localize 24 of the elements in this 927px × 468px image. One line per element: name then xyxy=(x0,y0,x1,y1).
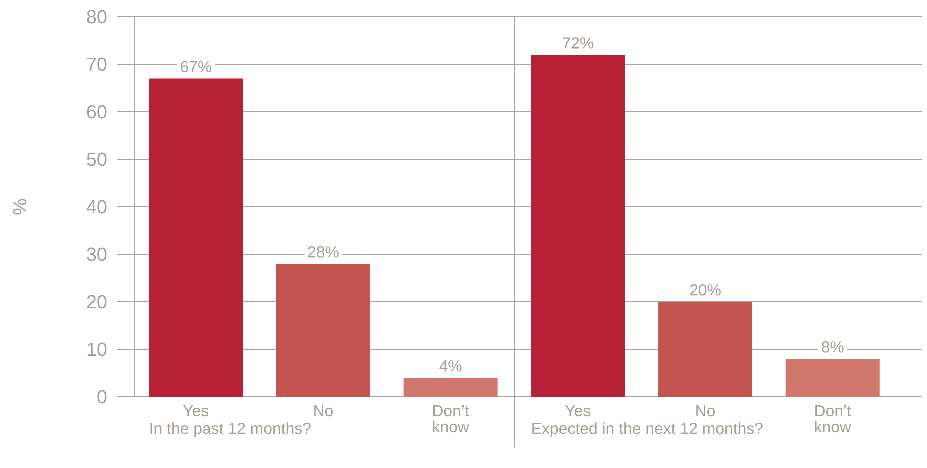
data-label: 72% xyxy=(563,38,594,49)
text: Expected in the next 12 months? xyxy=(532,422,763,438)
text: In the past 12 months? xyxy=(150,422,311,438)
data-label: 20% xyxy=(690,284,721,296)
x-tick-label: Yes xyxy=(183,406,209,417)
data-label: 28% xyxy=(308,246,339,258)
y-tick-label: 80 xyxy=(87,10,107,24)
x-tick-label: No xyxy=(314,406,333,417)
data-label: 67% xyxy=(180,61,212,73)
y-tick-label: 20 xyxy=(87,295,107,309)
x-tick-label: Don’t know xyxy=(815,406,852,433)
data-label: 8% xyxy=(822,342,844,353)
y-tick-label: 70 xyxy=(87,58,107,72)
y-tick-label: 30 xyxy=(87,248,107,262)
x-tick-label: Don’t know xyxy=(433,406,470,433)
y-tick-label: 40 xyxy=(86,200,107,214)
y-axis-title: % xyxy=(13,199,27,215)
x-tick-label: Yes xyxy=(566,406,591,417)
y-tick-label: 50 xyxy=(87,152,107,166)
y-tick-label: 60 xyxy=(87,105,107,119)
data-label: 4% xyxy=(440,360,462,372)
x-tick-label: No xyxy=(696,406,716,417)
y-tick-label: 10 xyxy=(88,342,107,356)
y-tick-label: 0 xyxy=(98,390,107,404)
